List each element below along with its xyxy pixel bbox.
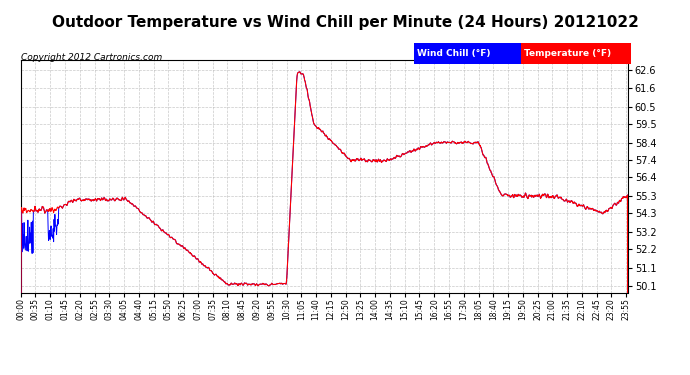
Text: Wind Chill (°F): Wind Chill (°F) [417, 49, 491, 58]
Text: Copyright 2012 Cartronics.com: Copyright 2012 Cartronics.com [21, 53, 162, 62]
Text: Outdoor Temperature vs Wind Chill per Minute (24 Hours) 20121022: Outdoor Temperature vs Wind Chill per Mi… [52, 15, 638, 30]
Text: Temperature (°F): Temperature (°F) [524, 49, 611, 58]
